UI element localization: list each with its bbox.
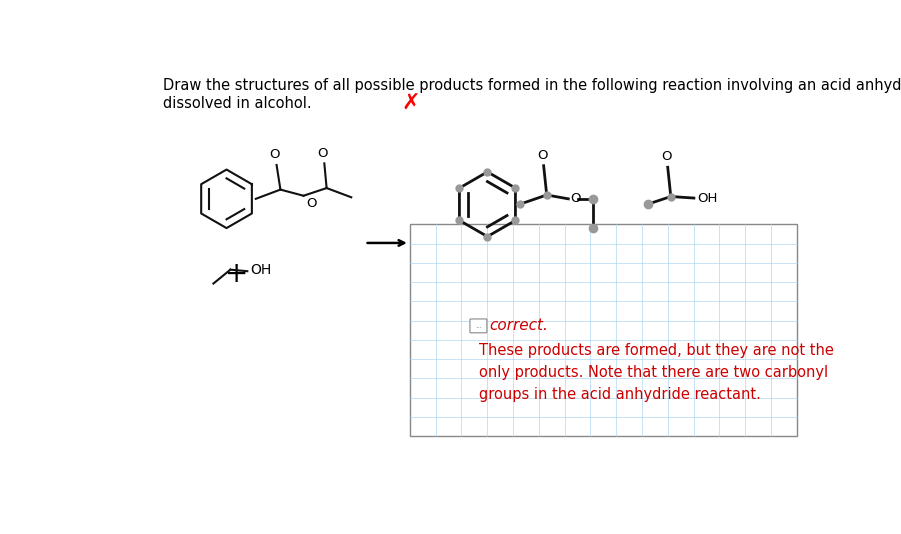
Text: Draw the structures of all possible products formed in the following reaction in: Draw the structures of all possible prod… xyxy=(163,78,901,111)
Text: ...: ... xyxy=(475,323,482,329)
Text: correct.: correct. xyxy=(489,318,548,333)
Text: +: + xyxy=(224,260,248,288)
Text: OH: OH xyxy=(250,263,271,278)
Text: O: O xyxy=(537,149,547,162)
Text: ✗: ✗ xyxy=(401,93,420,113)
Bar xyxy=(410,224,796,436)
Text: O: O xyxy=(570,192,581,205)
Text: These products are formed, but they are not the
only products. Note that there a: These products are formed, but they are … xyxy=(479,343,834,402)
FancyBboxPatch shape xyxy=(470,319,487,333)
Text: O: O xyxy=(317,146,327,160)
Text: O: O xyxy=(269,148,279,161)
Text: O: O xyxy=(305,197,316,210)
Text: O: O xyxy=(661,151,671,163)
Text: OH: OH xyxy=(697,192,717,205)
